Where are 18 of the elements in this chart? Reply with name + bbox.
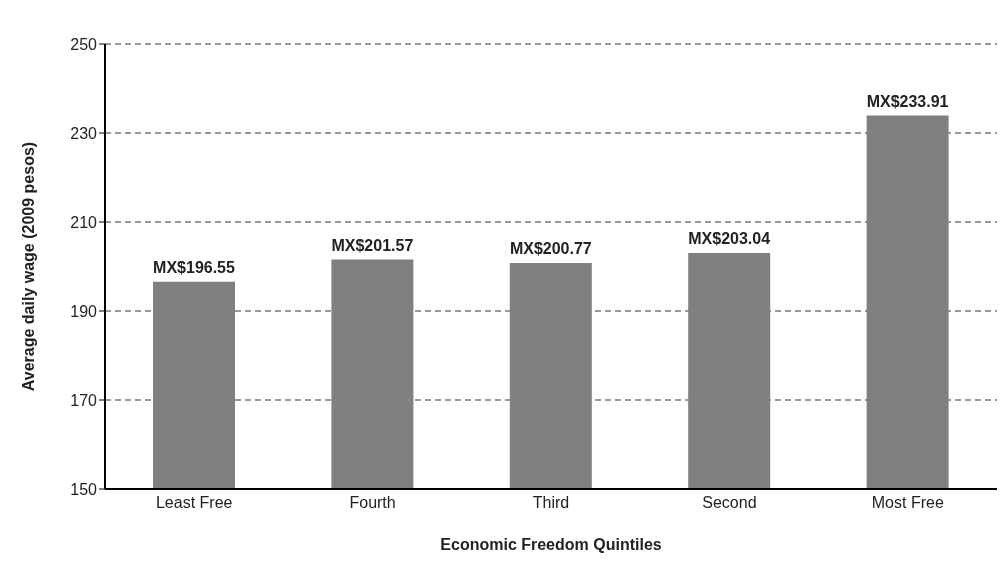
x-tick-label: Third: [532, 494, 570, 512]
data-label: MX$196.55: [153, 258, 236, 276]
y-tick-label: 170: [70, 391, 98, 409]
y-tick-label: 190: [70, 302, 98, 320]
y-tick-label: 230: [70, 124, 98, 142]
y-tick-label: 150: [70, 480, 98, 498]
data-label: MX$201.57: [331, 236, 414, 254]
x-tick-label: Most Free: [871, 494, 944, 512]
x-tick-label: Second: [702, 494, 757, 512]
y-tick-label: 210: [70, 213, 98, 231]
data-label: MX$203.04: [688, 229, 771, 247]
x-tick-label: Least Free: [155, 494, 233, 512]
data-label: MX$233.91: [866, 92, 949, 110]
y-tick-label: 250: [70, 35, 98, 53]
y-axis-title: Average daily wage (2009 pesos): [19, 141, 37, 392]
data-label: MX$200.77: [509, 240, 592, 258]
x-axis-title: Economic Freedom Quintiles: [440, 536, 662, 554]
x-tick-label: Fourth: [349, 494, 396, 512]
